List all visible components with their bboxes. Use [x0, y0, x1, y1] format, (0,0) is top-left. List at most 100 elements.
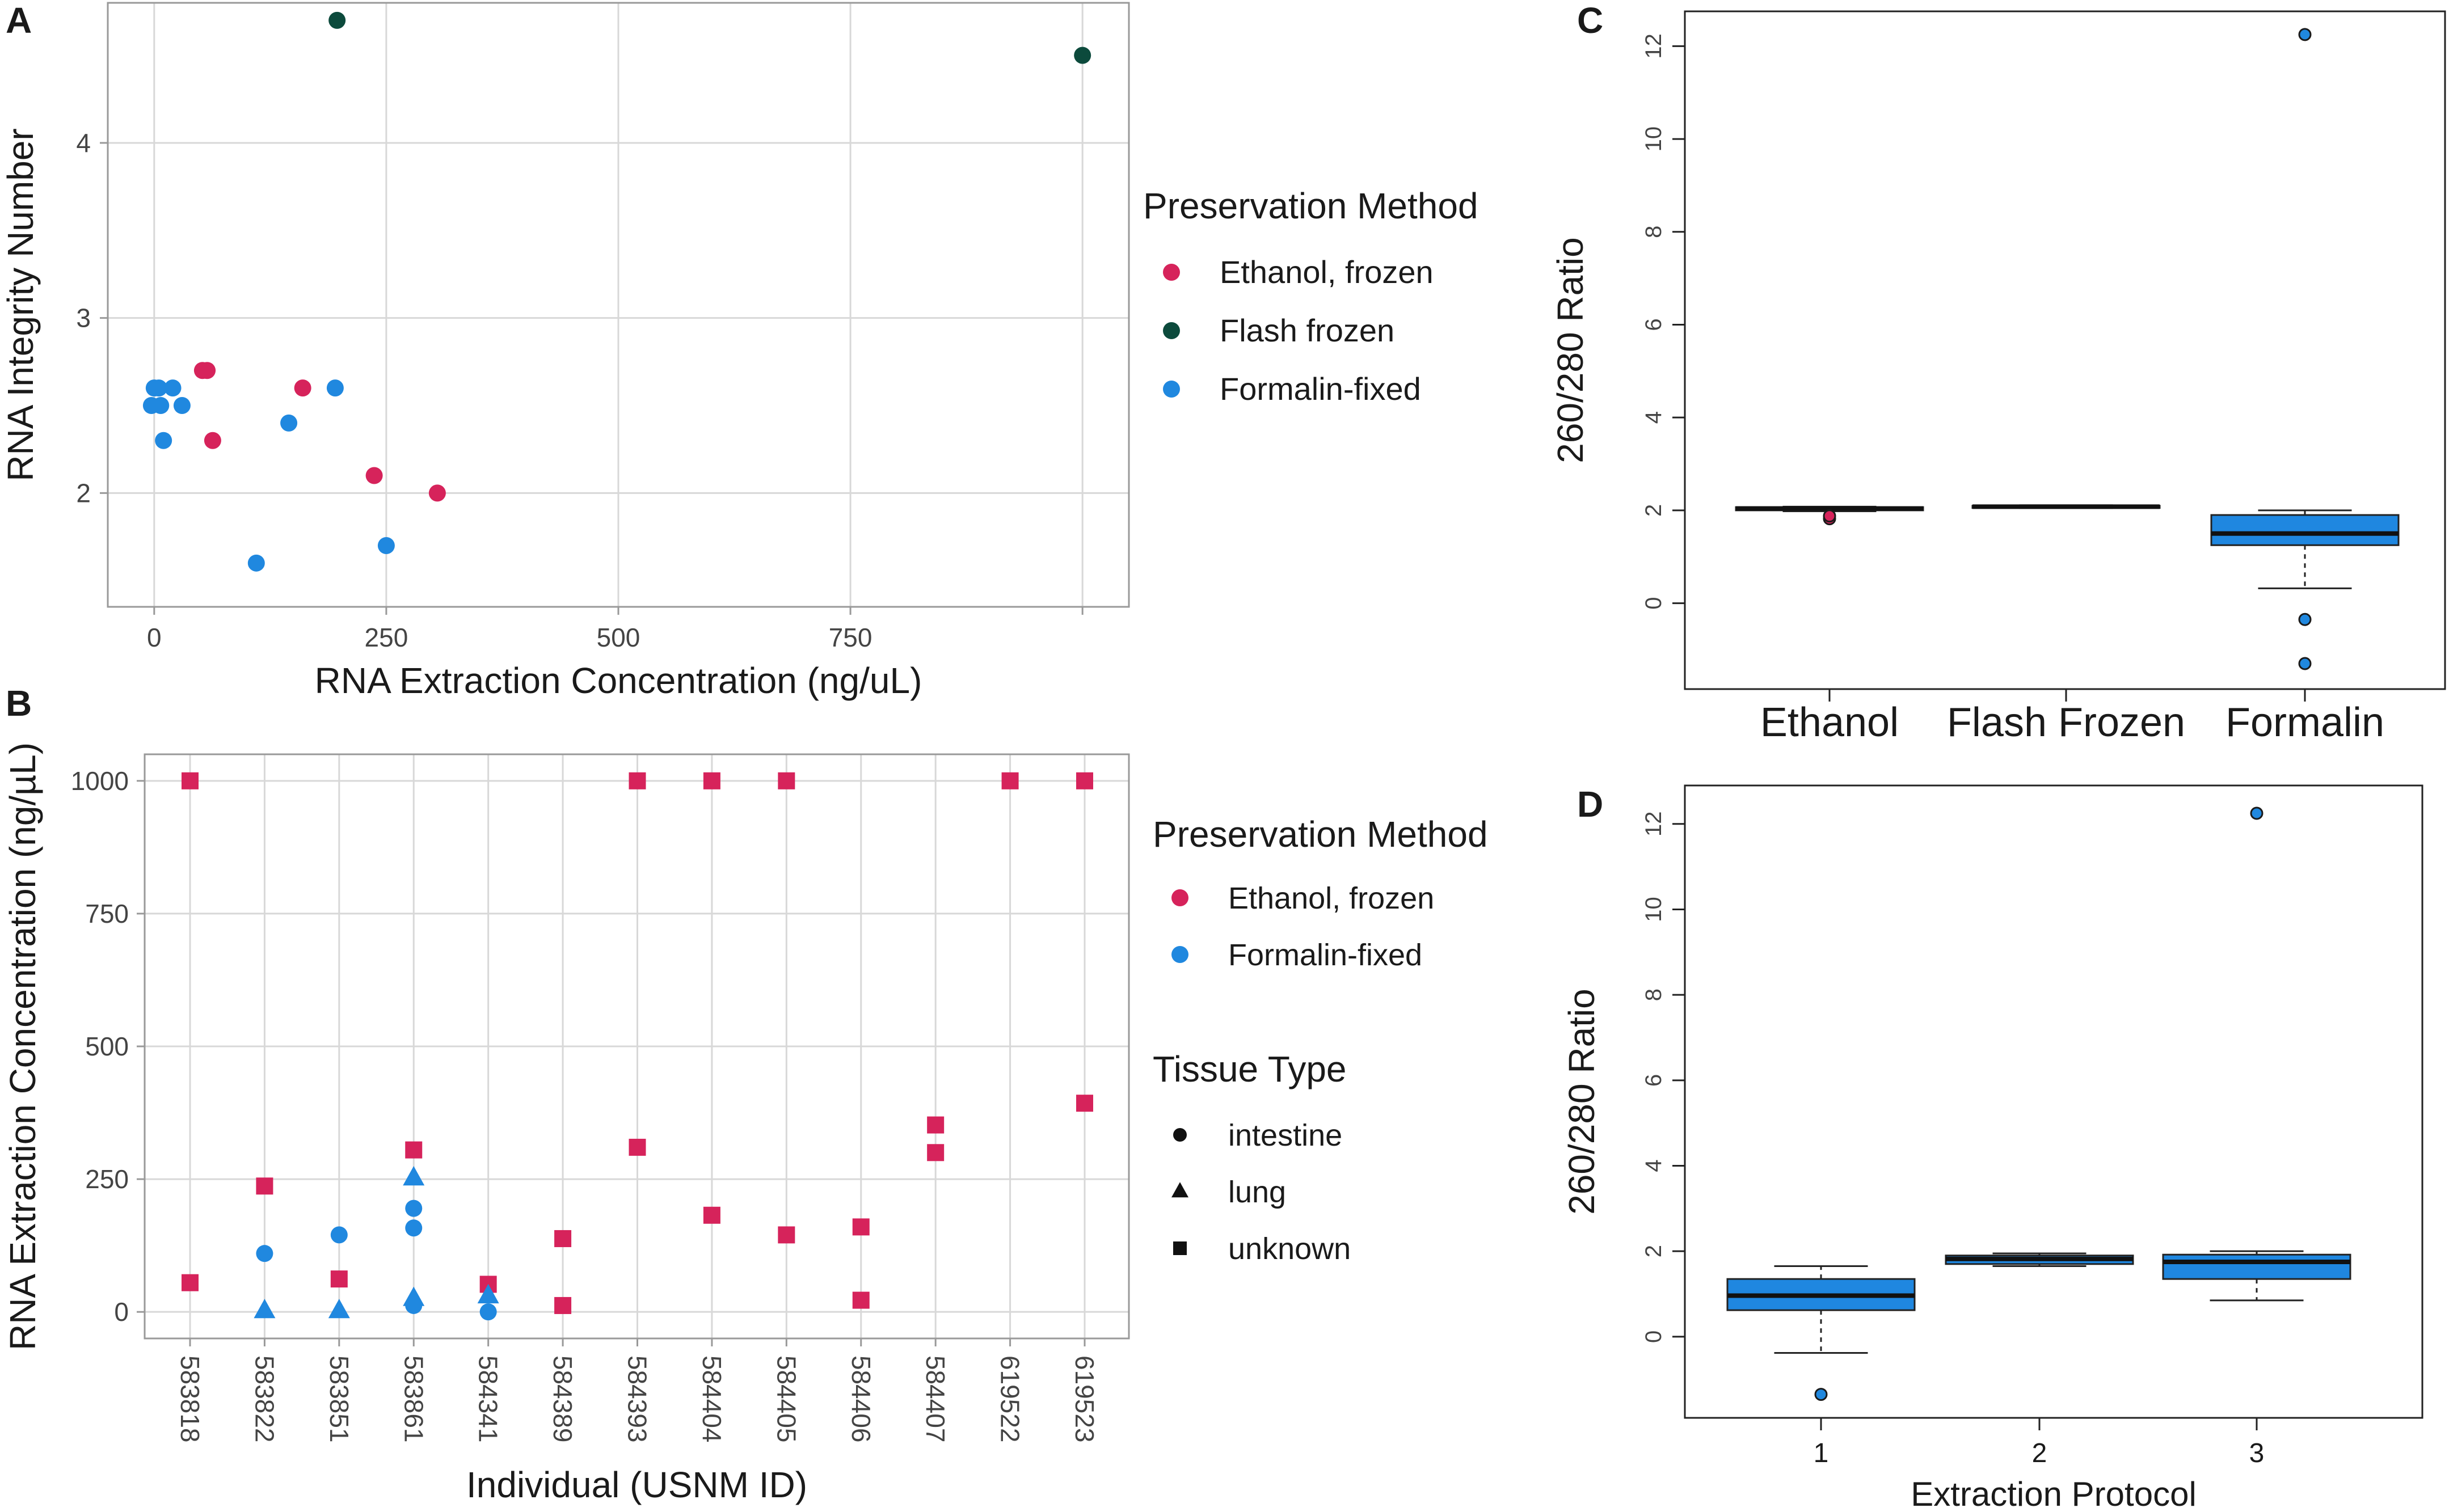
b-x-tick-label: 584341 — [474, 1355, 503, 1443]
a-legend-key-formalin — [1163, 381, 1180, 398]
b-point-unknown — [629, 772, 646, 789]
b-point-unknown — [703, 1206, 720, 1224]
a-x-tick-label: 0 — [147, 623, 162, 652]
c-y-tick-label: 8 — [1641, 226, 1666, 238]
d-y-tick-label: 0 — [1641, 1331, 1666, 1343]
b-y-tick-label: 250 — [85, 1164, 129, 1194]
c-y-tick-label: 0 — [1641, 597, 1666, 609]
b-legend-preservation: Preservation Method Ethanol, frozen Formal… — [1153, 814, 1488, 972]
b-x-tick-label: 584404 — [697, 1355, 727, 1443]
a-point-flash — [328, 11, 346, 29]
a-point-formalin — [173, 397, 191, 414]
b-point-unknown — [405, 1141, 423, 1159]
a-legend-label: Flash frozen — [1220, 312, 1394, 348]
b-point-intestine — [330, 1226, 348, 1244]
a-point-formalin — [247, 554, 265, 572]
b-point-unknown — [330, 1270, 348, 1288]
b-point-intestine — [405, 1296, 423, 1314]
d-y-tick-label: 6 — [1641, 1074, 1666, 1087]
b-point-unknown — [1076, 772, 1093, 789]
d-outlier-point — [2250, 806, 2263, 820]
a-x-axis-title: RNA Extraction Concentration (ng/uL) — [315, 660, 922, 701]
a-point-ethanol — [428, 484, 446, 502]
b-legend-tissue-title: Tissue Type — [1153, 1049, 1347, 1089]
b-point-lung — [477, 1283, 499, 1304]
a-y-tick-label: 2 — [76, 478, 91, 508]
b-point-intestine — [256, 1245, 273, 1262]
a-point-ethanol — [204, 432, 221, 449]
b-x-tick-label: 583861 — [399, 1355, 428, 1443]
b-x-tick-label: 584406 — [846, 1355, 876, 1443]
c-y-tick-label: 2 — [1641, 504, 1666, 517]
b-point-unknown — [852, 1291, 870, 1309]
c-y-axis-title: 260/280 Ratio — [1550, 237, 1591, 463]
b-point-unknown — [1076, 1095, 1093, 1112]
b-point-lung — [328, 1299, 350, 1319]
b-legend-title: Preservation Method — [1153, 814, 1488, 855]
b-y-tick-label: 1000 — [71, 766, 129, 796]
b-point-unknown — [852, 1218, 870, 1236]
b-x-tick-label: 619522 — [996, 1355, 1025, 1443]
d-y-tick-label: 8 — [1641, 989, 1666, 1001]
c-x-tick-label: Ethanol — [1760, 700, 1899, 745]
a-point-ethanol — [199, 362, 216, 379]
b-legend-key-square — [1173, 1241, 1187, 1255]
b-point-unknown — [554, 1296, 572, 1314]
c-outlier-point — [2298, 613, 2312, 626]
b-legend-label: Formalin-fixed — [1228, 938, 1422, 972]
d-y-tick-label: 10 — [1641, 897, 1666, 922]
c-x-tick-label: Flash Frozen — [1947, 700, 2185, 745]
b-x-tick-label: 584405 — [772, 1355, 801, 1443]
c-outlier-point — [2298, 657, 2312, 670]
panel-label-b: B — [6, 683, 32, 724]
a-point-formalin — [155, 432, 172, 449]
b-legend-label: unknown — [1228, 1232, 1351, 1266]
a-y-tick-label: 3 — [76, 303, 91, 333]
c-outlier-point — [1823, 509, 1836, 523]
a-legend: Preservation Method Ethanol, frozen Flash … — [1143, 185, 1478, 407]
a-point-formalin — [326, 379, 344, 397]
a-x-tick-label: 250 — [365, 623, 408, 652]
d-y-tick-label: 2 — [1641, 1245, 1666, 1257]
d-x-axis-title: Extraction Protocol — [1911, 1475, 2197, 1512]
b-x-tick-label: 583818 — [175, 1355, 205, 1443]
panel-c-boxplot: 0 2 4 6 8 10 12 260/280 Ratio Ethanol Flash Froze… — [1550, 10, 2446, 745]
a-legend-key-ethanol — [1163, 264, 1180, 281]
a-y-tick-label: 4 — [76, 128, 91, 158]
a-point-formalin — [150, 379, 167, 397]
b-legend-label: intestine — [1228, 1118, 1342, 1152]
c-y-tick-label: 12 — [1641, 33, 1666, 59]
panel-a-scatter: 0 250 500 750 2 3 4 RNA Extraction Concentratio… — [0, 2, 1130, 701]
c-plot-frame — [1684, 10, 2446, 690]
b-y-axis-title: RNA Extraction Concentration (ng/µL) — [2, 742, 43, 1350]
a-x-tick-label: 750 — [829, 623, 872, 652]
b-legend-label: lung — [1228, 1175, 1286, 1209]
b-point-unknown — [927, 1144, 945, 1162]
b-point-unknown — [1001, 772, 1019, 789]
a-y-axis-title: RNA Integrity Number — [0, 128, 41, 481]
a-point-ethanol — [365, 467, 383, 484]
b-legend-key-circle — [1173, 1128, 1187, 1142]
c-outlier-point — [2298, 28, 2312, 41]
b-point-unknown — [182, 1274, 199, 1291]
b-x-tick-label: 583851 — [324, 1355, 354, 1443]
b-x-tick-label: 619523 — [1070, 1355, 1099, 1443]
b-point-unknown — [629, 1138, 646, 1156]
b-x-tick-label: 584407 — [921, 1355, 950, 1443]
b-y-tick-label: 750 — [85, 899, 129, 928]
b-point-unknown — [778, 1226, 795, 1244]
a-point-ethanol — [294, 379, 311, 397]
b-point-unknown — [256, 1177, 273, 1195]
b-x-tick-label: 583822 — [250, 1355, 279, 1443]
d-plot-frame — [1684, 784, 2423, 1419]
c-y-tick-label: 6 — [1641, 318, 1666, 331]
d-outlier-point — [1814, 1388, 1828, 1401]
a-legend-label: Ethanol, frozen — [1220, 254, 1434, 290]
b-point-lung — [254, 1299, 276, 1319]
a-legend-label: Formalin-fixed — [1220, 371, 1421, 407]
a-point-flash — [1074, 47, 1091, 64]
c-y-tick-label: 10 — [1641, 126, 1666, 152]
d-y-axis-title: 260/280 Ratio — [1561, 989, 1602, 1215]
c-y-tick-label: 4 — [1641, 411, 1666, 424]
a-legend-key-flash — [1163, 322, 1180, 339]
